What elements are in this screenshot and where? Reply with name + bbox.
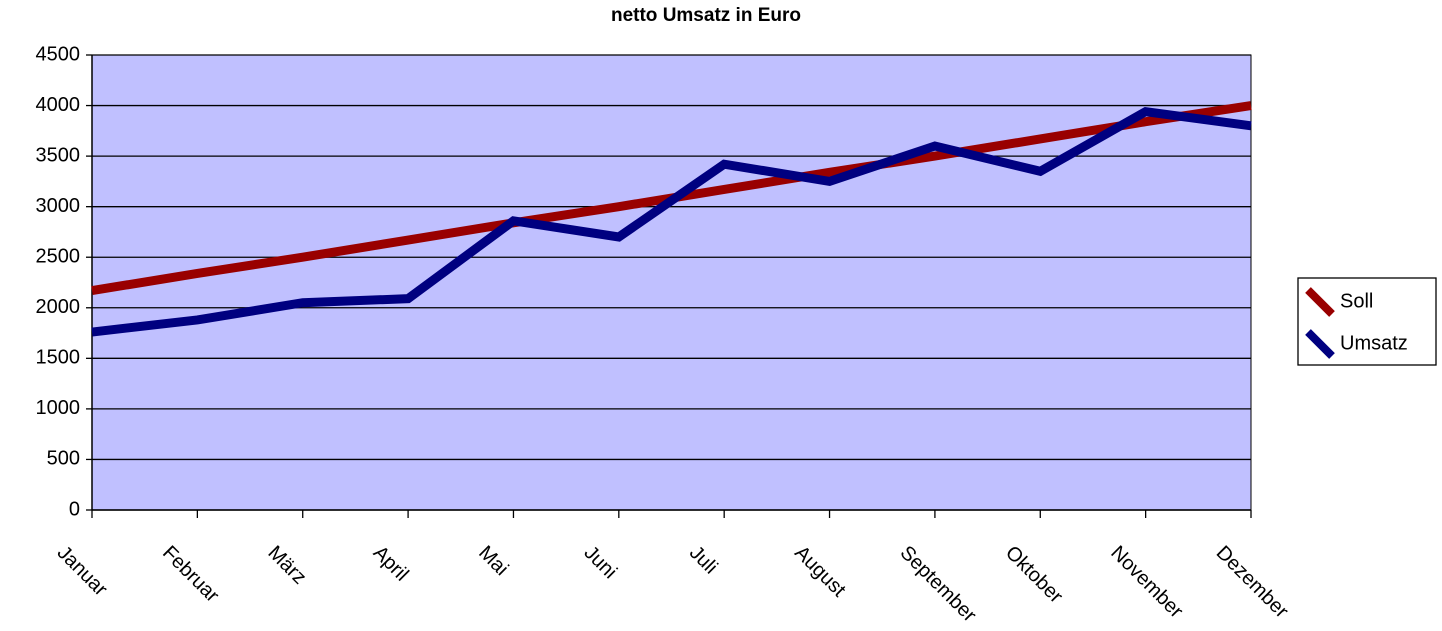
x-tick-label: Dezember xyxy=(1212,542,1293,623)
y-tick-label: 1500 xyxy=(36,347,81,369)
legend-label: Umsatz xyxy=(1340,332,1408,354)
x-tick-label: Juni xyxy=(580,542,622,584)
y-tick-label: 3000 xyxy=(36,195,81,217)
x-tick-label: Januar xyxy=(53,542,112,601)
y-tick-label: 2000 xyxy=(36,296,81,318)
y-tick-label: 0 xyxy=(69,498,80,520)
y-tick-label: 3500 xyxy=(36,144,81,166)
x-tick-label: Juli xyxy=(685,542,722,579)
x-tick-label: September xyxy=(896,542,981,627)
x-tick-label: November xyxy=(1106,542,1187,623)
x-tick-label: August xyxy=(790,542,850,602)
legend-swatch xyxy=(1305,287,1335,317)
x-tick-label: März xyxy=(263,542,310,589)
series-line xyxy=(91,106,1252,337)
y-tick-label: 1000 xyxy=(36,397,81,419)
y-tick-label: 4000 xyxy=(36,94,81,116)
chart-title: netto Umsatz in Euro xyxy=(611,5,801,26)
legend-swatch xyxy=(1305,329,1335,359)
legend-label: Soll xyxy=(1340,290,1373,312)
x-tick-label: Oktober xyxy=(1001,542,1067,608)
y-tick-label: 2500 xyxy=(36,246,81,268)
x-tick-label: April xyxy=(369,542,413,586)
y-tick-label: 4500 xyxy=(36,43,81,65)
x-tick-label: Mai xyxy=(474,542,512,580)
x-tick-label: Februar xyxy=(158,542,223,607)
y-tick-label: 500 xyxy=(47,448,80,470)
plot-area xyxy=(91,54,1252,511)
